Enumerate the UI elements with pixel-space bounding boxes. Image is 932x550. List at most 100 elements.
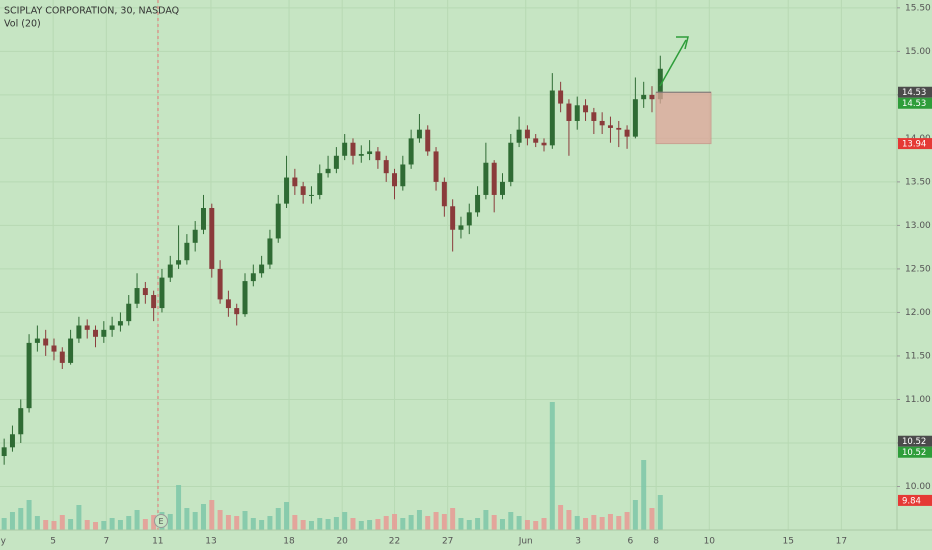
candle-body (134, 288, 140, 304)
volume-bar (549, 402, 555, 530)
chart-title: SCIPLAY CORPORATION, 30, NASDAQ (4, 6, 179, 17)
candle-body (616, 127, 622, 130)
volume-bar (591, 515, 597, 530)
candle-body (392, 173, 398, 187)
y-tick-label: 11.50 (905, 351, 931, 361)
volume-bar (333, 517, 339, 530)
x-tick-label: 5 (50, 537, 56, 547)
volume-bar (358, 521, 364, 530)
candle-body (242, 281, 248, 315)
candle-body (76, 325, 82, 339)
candle-body (317, 173, 323, 195)
candle-body (18, 408, 24, 435)
candle-body (624, 129, 630, 137)
candle-body (325, 168, 331, 174)
candle-body (68, 338, 74, 363)
candle-body (333, 155, 339, 169)
candle-body (159, 277, 165, 309)
candle-body (250, 273, 256, 282)
axes: 10.0010.5011.0011.5012.0012.5013.0013.50… (0, 3, 932, 547)
candle-body (59, 351, 65, 363)
candle-body (117, 321, 123, 326)
volume-bar (117, 520, 123, 530)
candle-body (200, 207, 206, 230)
price-label-box (898, 435, 932, 447)
volume-bar (176, 485, 182, 530)
candle-body (558, 90, 564, 104)
volume-bar (93, 522, 99, 530)
candle-body (499, 181, 505, 195)
candle-body (524, 129, 530, 139)
y-tick-label: 11.00 (905, 395, 931, 405)
candle-body (184, 242, 190, 261)
volume-bar (167, 514, 173, 530)
volume-bar (234, 516, 240, 530)
volume-bar (84, 520, 90, 530)
candle-body (26, 342, 32, 409)
volume-bar (325, 519, 331, 530)
candle-body (607, 125, 613, 128)
candle-body (632, 99, 638, 137)
candle-body (458, 225, 464, 230)
y-tick-label: 12.00 (905, 308, 931, 318)
volume-bar (583, 518, 589, 530)
candle-body (176, 260, 182, 265)
volume-pane (1, 402, 663, 530)
volume-bar (616, 516, 622, 530)
price-label: 13.94 (902, 140, 926, 150)
volume-bar (624, 512, 630, 530)
volume-bar (516, 516, 522, 530)
volume-bar (134, 510, 140, 530)
candle-body (416, 129, 422, 139)
volume-bar (416, 510, 422, 530)
x-tick-label: 6 (628, 537, 634, 547)
price-label-box (898, 97, 932, 109)
volume-bar (524, 520, 530, 530)
candle-body (583, 105, 589, 113)
volume-bar (383, 516, 389, 530)
volume-bar (408, 515, 414, 530)
volume-bar (34, 516, 40, 530)
volume-bar (126, 516, 132, 530)
volume-bar (475, 518, 481, 530)
stop-zone (655, 91, 712, 145)
volume-bar (450, 508, 456, 530)
candle-body (225, 299, 231, 309)
x-tick-label: 10 (704, 537, 716, 547)
earnings-label[interactable]: E (158, 517, 163, 526)
candle-body (367, 151, 373, 155)
price-label: 14.53 (902, 99, 926, 109)
y-tick-label: 10.00 (905, 482, 931, 492)
volume-bar (1, 518, 7, 530)
y-tick-label: 15.00 (905, 47, 931, 57)
volume-bar (284, 502, 290, 530)
trend-arrow-head (676, 36, 689, 50)
volume-bar (400, 518, 406, 530)
volume-bar (192, 512, 198, 530)
volume-bar (26, 500, 32, 530)
candle-body (450, 206, 456, 230)
candle-body (375, 151, 381, 161)
volume-bar (392, 514, 398, 530)
volume-bar (566, 510, 572, 530)
candle-body (342, 142, 348, 156)
candle-body (466, 212, 472, 226)
candle-body (101, 329, 107, 337)
volume-bar (508, 512, 514, 530)
x-tick-label: 20 (336, 537, 348, 547)
candles (1, 55, 663, 465)
y-tick-label: 13.00 (905, 221, 931, 231)
price-label: 14.53 (902, 88, 926, 98)
volume-bar (308, 521, 314, 530)
volume-bar (441, 514, 447, 530)
price-label-box (898, 446, 932, 458)
candle-body (541, 142, 547, 146)
candle-body (192, 229, 198, 243)
candle-body (599, 120, 605, 126)
candle-body (259, 264, 265, 274)
volume-bar (641, 460, 647, 530)
earnings-marker[interactable] (154, 514, 168, 528)
volume-bar (499, 519, 505, 530)
